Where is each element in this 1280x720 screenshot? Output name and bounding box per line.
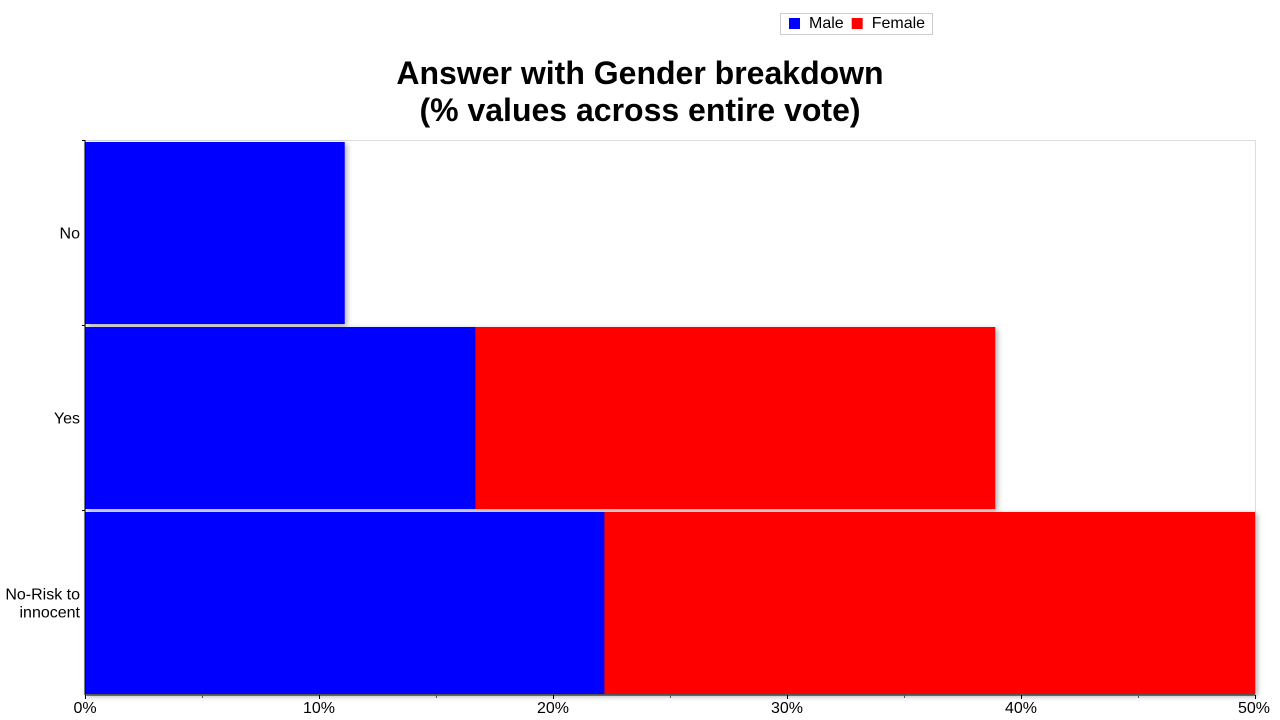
category-label-2-1: innocent [20, 605, 81, 622]
x-axis: 0% 10% 20% 30% 40% 50% [73, 694, 1270, 717]
x-tick-label-0: 0% [73, 700, 96, 717]
bar-female-2 [604, 512, 1255, 694]
x-tick-label-4: 40% [1005, 700, 1037, 717]
x-tick-label-5: 50% [1238, 700, 1270, 717]
bar-male-0 [85, 142, 345, 324]
bar-male-1 [85, 327, 476, 509]
x-tick-label-2: 20% [537, 700, 569, 717]
x-tick-label-1: 10% [303, 700, 335, 717]
chart-title-line-1: Answer with Gender breakdown [396, 55, 883, 91]
legend-label-female: Female [872, 15, 925, 32]
legend-swatch-male [789, 18, 800, 29]
bar-female-1 [475, 327, 996, 509]
category-label-2-0: No-Risk to [5, 587, 80, 604]
category-label-1: Yes [54, 411, 80, 428]
category-label-0: No [60, 226, 81, 243]
bars-group [85, 142, 1255, 694]
chart-title-line-2: (% values across entire vote) [419, 92, 860, 128]
bar-male-2 [85, 512, 605, 694]
legend-label-male: Male [809, 15, 844, 32]
x-tick-label-3: 30% [771, 700, 803, 717]
legend-swatch-female [851, 18, 863, 29]
legend: Male Female [780, 13, 933, 35]
